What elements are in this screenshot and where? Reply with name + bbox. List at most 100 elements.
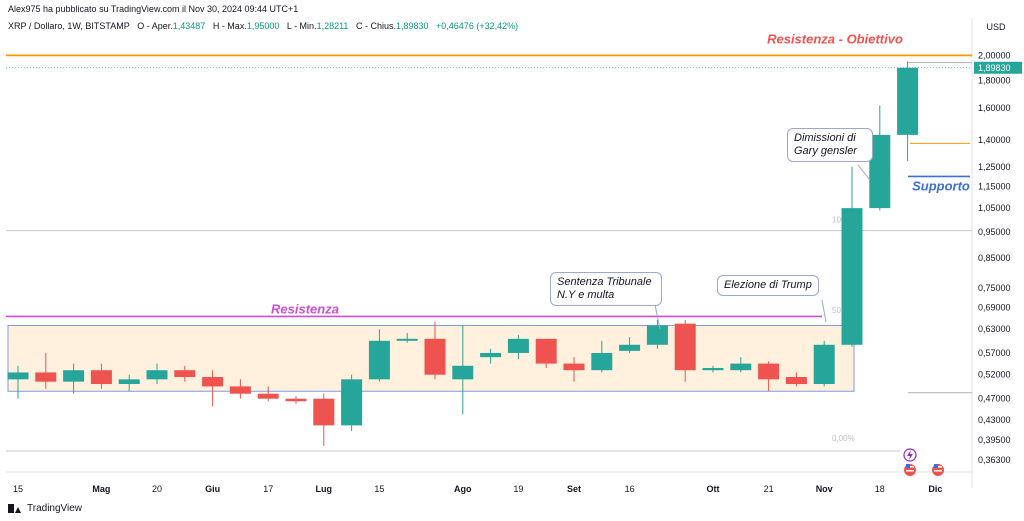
candle-body xyxy=(702,367,724,371)
annotation-gensler: Dimissioni di Gary gensler xyxy=(787,128,873,162)
x-tick-label: 19 xyxy=(513,484,523,494)
annotation-pointer-trump xyxy=(821,299,827,323)
x-tick-label: Ott xyxy=(707,484,720,494)
high-label: H - Max. xyxy=(212,21,247,31)
fib-label-0: 0,00% xyxy=(832,434,855,443)
candle-body xyxy=(424,338,446,375)
y-tick-label: 0,47000 xyxy=(978,394,1011,404)
candle-body xyxy=(841,208,863,345)
y-tick-label: 0,57000 xyxy=(978,348,1011,358)
open-value: 1,43487 xyxy=(172,21,206,31)
candle-body xyxy=(118,379,140,385)
y-tick-label: 0,52000 xyxy=(978,370,1011,380)
resistance-label: Resistenza xyxy=(271,301,339,316)
candle-body xyxy=(646,325,668,345)
y-tick-label: 0,43000 xyxy=(978,415,1011,425)
candle-body xyxy=(563,363,585,371)
candle-body xyxy=(174,370,196,378)
candle-body xyxy=(229,386,251,394)
candle-body xyxy=(507,338,529,353)
annotation-pointer-gensler xyxy=(857,164,871,181)
x-tick-label: Nov xyxy=(816,484,833,494)
candle-body xyxy=(341,379,363,426)
x-tick-label: 16 xyxy=(625,484,635,494)
x-tick-label: 21 xyxy=(764,484,774,494)
fib-label-100: 100 xyxy=(832,216,846,225)
x-tick-label: 15 xyxy=(374,484,384,494)
candle-body xyxy=(758,363,780,380)
candle-body xyxy=(368,340,390,380)
candle-body xyxy=(313,398,335,426)
candle-body xyxy=(480,352,502,358)
footer-brand: TradingView xyxy=(8,503,82,514)
annotation-pointer-sentenza xyxy=(654,304,661,330)
x-tick-label: Mag xyxy=(92,484,110,494)
change-value: +0,46476 (+32,42%) xyxy=(436,21,519,31)
y-tick-label: 0,75000 xyxy=(978,283,1011,293)
low-value: 1,28211 xyxy=(316,21,349,31)
candle-body xyxy=(146,370,168,380)
x-tick-label: 18 xyxy=(875,484,885,494)
candle-body xyxy=(535,338,557,364)
candle-body xyxy=(897,67,919,135)
symbol-label: XRP / Dollaro, 1W, BITSTAMP xyxy=(8,21,130,31)
candle-body xyxy=(396,338,418,341)
close-label: C - Chius. xyxy=(355,21,396,31)
us-flag-canton xyxy=(906,464,910,468)
currency-label: USD xyxy=(986,22,1006,32)
y-tick-label: 1,15000 xyxy=(978,182,1011,192)
candle-body xyxy=(869,134,891,209)
last-price-badge xyxy=(974,61,1022,74)
open-label: O - Aper. xyxy=(137,21,173,31)
x-tick-label: 20 xyxy=(152,484,162,494)
y-tick-label: 0,69000 xyxy=(978,303,1011,313)
y-tick-label: 0,85000 xyxy=(978,253,1011,263)
candle-body xyxy=(674,323,696,371)
us-flag-stripe xyxy=(906,470,914,472)
x-tick-label: Ago xyxy=(454,484,472,494)
footer-brand-label: TradingView xyxy=(27,503,83,514)
close-value: 1,89830 xyxy=(395,21,429,31)
y-tick-label: 1,05000 xyxy=(978,203,1011,213)
candle-body xyxy=(35,372,57,382)
y-tick-label: 0,63000 xyxy=(978,324,1011,334)
ohlc-legend: XRP / Dollaro, 1W, BITSTAMP O - Aper.1,4… xyxy=(8,21,518,31)
candle-body xyxy=(7,372,29,380)
candle-body xyxy=(257,393,279,399)
candle-body xyxy=(202,377,224,387)
x-tick-label: 15 xyxy=(13,484,23,494)
y-tick-label: 1,40000 xyxy=(978,135,1011,145)
us-flag-stripe xyxy=(934,470,942,472)
candle-body xyxy=(813,344,835,385)
low-label: L - Min. xyxy=(286,21,317,31)
flash-glyph-icon xyxy=(907,450,913,460)
fib-label-50: 50 xyxy=(832,306,841,315)
y-tick-label: 0,36300 xyxy=(978,455,1011,465)
candle-body xyxy=(452,365,474,380)
us-flag-canton xyxy=(934,464,938,468)
candle-body xyxy=(90,370,112,385)
y-tick-label: 1,25000 xyxy=(978,162,1011,172)
candle-body xyxy=(785,377,807,385)
x-tick-label: Lug xyxy=(316,484,333,494)
annotation-sentenza: Sentenza Tribunale N.Y e multa xyxy=(550,272,662,306)
y-tick-label: 0,95000 xyxy=(978,227,1011,237)
support-label: Supporto xyxy=(912,178,970,193)
y-tick-label: 2,00000 xyxy=(978,50,1011,60)
candle-body xyxy=(285,398,307,402)
x-tick-label: Giu xyxy=(205,484,220,494)
x-tick-label: 17 xyxy=(263,484,273,494)
x-tick-label: Dic xyxy=(928,484,942,494)
resistance-target-label: Resistenza - Obiettivo xyxy=(767,31,903,46)
last-price-label: 1,89830 xyxy=(978,63,1011,73)
candle-body xyxy=(591,352,613,371)
candle-body xyxy=(63,370,85,382)
published-caption: Alex975 ha pubblicato su TradingView.com… xyxy=(8,4,299,14)
tradingview-logo-icon xyxy=(8,504,22,513)
annotation-trump: Elezione di Trump xyxy=(717,275,819,296)
y-tick-label: 0,39500 xyxy=(978,435,1011,445)
y-tick-label: 1,60000 xyxy=(978,103,1011,113)
candle-body xyxy=(619,344,641,351)
